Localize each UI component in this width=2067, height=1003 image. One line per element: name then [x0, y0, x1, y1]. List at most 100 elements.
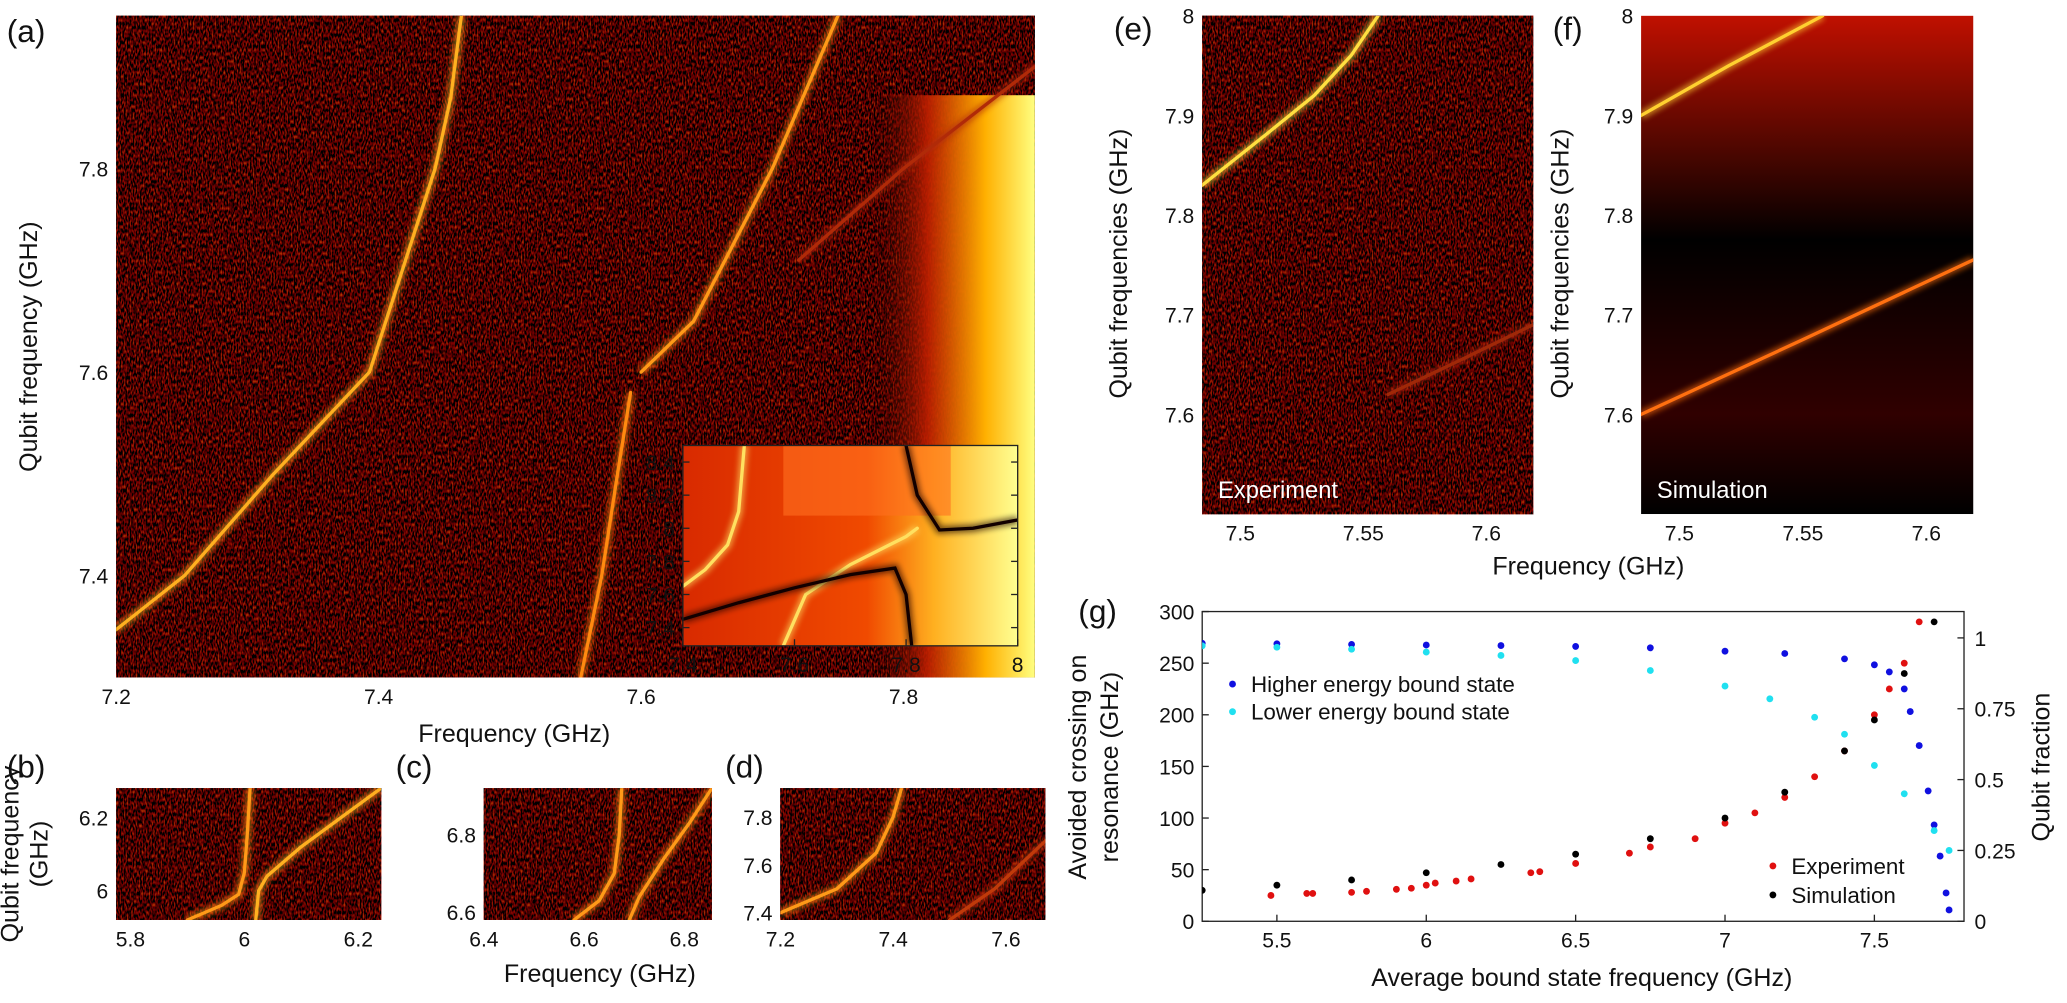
x-axis-label: Frequency (GHz): [504, 960, 696, 988]
point: [1811, 773, 1819, 781]
y2-tick-label: 1: [1975, 628, 1987, 651]
panel: Experiment 7.5 7.55 7.6 7.6 7.7 7.8 7.9 8 (e) Freq…: [1105, 6, 1684, 581]
x-tick-label: 5.5: [1262, 930, 1291, 953]
panel-label: (e): [1114, 11, 1153, 47]
curves: [780, 788, 1046, 920]
point: [1942, 889, 1950, 897]
point: [1900, 670, 1908, 677]
curve: [579, 390, 633, 678]
frame: [682, 444, 1019, 647]
y-tick-label: 7.6: [1604, 404, 1633, 427]
y-tick-label: 7.8: [646, 551, 675, 574]
y-tick-label: 7.9: [1604, 105, 1633, 128]
y-tick-label: 7.7: [1165, 305, 1194, 328]
point: [1885, 685, 1893, 693]
point: [1572, 642, 1580, 650]
point: [1267, 892, 1275, 899]
y-axis-label: Qubit frequency (GHz): [15, 221, 43, 471]
legend-label: Experiment: [1791, 854, 1905, 879]
point: [1945, 847, 1953, 854]
y-tick-label: 8.4: [646, 452, 676, 475]
point: [1348, 876, 1356, 884]
y-tick-label: 7.7: [1604, 305, 1633, 328]
y-tick-label: 300: [1159, 601, 1194, 624]
point: [1924, 787, 1932, 795]
panel: Higher energy bound state Lower energy bo…: [1064, 593, 2055, 992]
legend-marker: [1769, 862, 1777, 870]
curve: [254, 788, 382, 920]
panel: 7.4 7.6 7.8 8 7.4 7.6 7.8 8 8.2 8.4: [646, 444, 1024, 677]
point: [1900, 659, 1908, 667]
panel-label: (g): [1078, 593, 1117, 629]
y-axis-label: Avoided crossing on: [1064, 655, 1092, 880]
point: [1363, 887, 1370, 895]
point: [1452, 877, 1460, 885]
y-tick-label: 6.8: [447, 825, 476, 848]
y-tick-label: 7.8: [743, 807, 772, 830]
point: [1527, 869, 1535, 877]
point: [1751, 809, 1759, 817]
curve: [1386, 323, 1534, 397]
curves: [571, 788, 712, 920]
point: [1348, 645, 1356, 653]
legend-label: Simulation: [1791, 883, 1896, 908]
point: [1870, 716, 1878, 724]
x-tick-label: 7.5: [1665, 522, 1694, 545]
point: [1930, 618, 1938, 626]
point: [1945, 906, 1953, 914]
x-axis-label: Frequency (GHz): [418, 720, 610, 748]
x-tick-label: 7.8: [891, 654, 920, 677]
point: [1407, 884, 1415, 892]
point: [1900, 685, 1908, 693]
point: [1781, 788, 1789, 796]
x-tick-label: 7.4: [668, 654, 698, 677]
point: [1915, 618, 1923, 626]
point: [1691, 835, 1699, 843]
x-axis-label: Average bound state frequency (GHz): [1371, 964, 1792, 992]
point: [1625, 849, 1633, 857]
y-tick-label: 8.2: [646, 485, 675, 508]
points: [1202, 618, 1953, 914]
curve: [1641, 258, 1974, 417]
point: [1348, 640, 1356, 648]
point: [1431, 879, 1439, 887]
y-tick-label: 7.6: [646, 584, 675, 607]
panel: 6.4 6.6 6.8 6.6 6.8 (c) Frequency (GHz): [396, 749, 712, 988]
y-tick-label: 7.4: [79, 566, 109, 589]
y-tick-label: 7.6: [79, 362, 108, 385]
y-tick-label: 8: [1621, 6, 1633, 29]
legend-label: Lower energy bound state: [1251, 700, 1510, 725]
x-tick-label: 6.4: [469, 928, 499, 951]
point: [1202, 642, 1206, 650]
y2-tick-label: 0.5: [1975, 770, 2004, 793]
point: [1422, 648, 1430, 656]
x-tick-label: 7.5: [1226, 522, 1255, 545]
x-tick-label: 6: [1420, 930, 1432, 953]
point: [1766, 695, 1774, 703]
x-axis-label: Frequency (GHz): [1492, 553, 1684, 581]
point: [1936, 852, 1944, 860]
point: [1303, 889, 1311, 897]
point: [1841, 747, 1848, 755]
curves: [185, 788, 382, 920]
point: [1422, 869, 1430, 877]
curve: [780, 788, 904, 915]
x-tick-label: 6.6: [569, 928, 598, 951]
point: [1646, 644, 1654, 652]
point: [1497, 642, 1505, 649]
point: [1900, 790, 1908, 798]
legend-marker: [1229, 708, 1236, 716]
panel-label: (b): [7, 749, 46, 785]
y-tick-label: 7.9: [1165, 105, 1194, 128]
point: [1497, 652, 1505, 659]
legend-marker: [1769, 891, 1777, 899]
curve: [639, 15, 840, 374]
panel-label: (d): [725, 749, 764, 785]
curves: [1202, 15, 1534, 399]
annotation: Experiment: [1218, 478, 1338, 504]
x-tick-label: 6: [238, 928, 250, 951]
curve: [682, 445, 746, 588]
x-tick-label: 5.8: [116, 928, 145, 951]
y-tick-label: 7.6: [743, 855, 772, 878]
y-tick-label: 7.4: [743, 903, 773, 926]
